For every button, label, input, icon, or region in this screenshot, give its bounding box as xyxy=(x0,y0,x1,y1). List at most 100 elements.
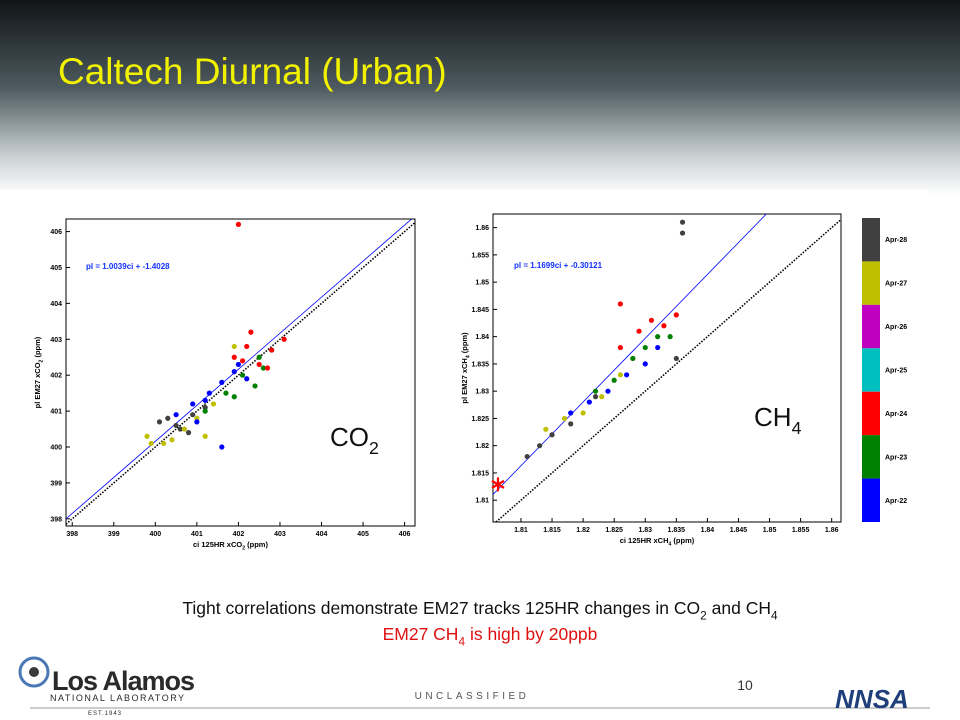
text-run: EM27 CH xyxy=(383,624,459,644)
x-tick-label: 404 xyxy=(316,531,328,538)
x-tick-label: 402 xyxy=(233,531,245,538)
text-run: (ppm) xyxy=(460,332,469,355)
x-tick-label: 1.85 xyxy=(763,527,777,534)
y-tick-label: 403 xyxy=(50,337,62,344)
point xyxy=(617,344,623,351)
text-run: (ppm) xyxy=(671,536,694,545)
point xyxy=(244,343,250,350)
point xyxy=(599,394,605,400)
scatter-chart: 1.81 1.815 1.82 1.825 1.83 1.835 1.84 1.845 1.85… xyxy=(460,213,842,547)
point xyxy=(165,415,171,421)
point xyxy=(256,361,262,368)
y-tick-label: 1.855 xyxy=(471,252,489,259)
point xyxy=(194,419,200,425)
subscript: 4 xyxy=(792,418,802,438)
point xyxy=(580,410,586,416)
plot-area xyxy=(66,219,415,525)
colorbar-cell xyxy=(862,261,880,305)
colorbar-cell xyxy=(862,304,880,349)
colorbar-label: Apr-26 xyxy=(885,324,907,331)
point xyxy=(190,412,196,418)
subscript: 4 xyxy=(458,634,465,648)
colorbar-cell xyxy=(862,348,880,392)
point xyxy=(655,344,661,351)
colorbar-cell xyxy=(862,435,880,479)
point xyxy=(235,221,242,227)
point xyxy=(673,312,679,318)
x-tick-label: 401 xyxy=(191,531,203,538)
point xyxy=(190,401,196,407)
y-tick-label: 1.83 xyxy=(475,389,489,396)
point xyxy=(642,361,648,367)
y-tick-label: 1.81 xyxy=(475,498,489,505)
text-run: (ppm) xyxy=(245,540,268,549)
point xyxy=(636,328,642,334)
colorbar-label: Apr-25 xyxy=(885,368,907,375)
classification: UNCLASSIFIED xyxy=(415,691,530,702)
point xyxy=(244,376,250,382)
logo-ring xyxy=(18,656,50,688)
colorbar-label: Apr-24 xyxy=(885,411,907,418)
point xyxy=(231,369,237,375)
y-tick-label: 1.86 xyxy=(475,225,489,232)
point xyxy=(202,404,208,411)
note: EM27 CH4 is high by 20ppb xyxy=(383,624,598,648)
point xyxy=(661,323,667,329)
point xyxy=(667,334,673,340)
point xyxy=(264,365,271,371)
header-background xyxy=(0,0,960,195)
x-tick-label: 1.845 xyxy=(730,527,748,534)
point xyxy=(537,443,543,449)
x-tick-label: 400 xyxy=(149,531,161,538)
point xyxy=(679,219,686,225)
y-tick-label: 401 xyxy=(50,409,62,416)
x-tick-label: 1.825 xyxy=(605,527,623,534)
text-run: CH xyxy=(754,402,792,432)
text-run: Tight correlations demonstrate EM27 trac… xyxy=(182,598,700,618)
y-tick-label: 406 xyxy=(50,229,62,236)
point xyxy=(202,433,208,439)
point xyxy=(561,415,568,422)
point xyxy=(648,317,655,323)
subscript: 4 xyxy=(465,355,471,358)
x-tick-label: 1.84 xyxy=(701,527,715,534)
point xyxy=(549,432,555,438)
point xyxy=(194,415,200,421)
point xyxy=(592,394,599,400)
point xyxy=(239,358,246,364)
x-tick-label: 1.82 xyxy=(576,527,590,534)
point xyxy=(185,430,192,436)
point xyxy=(248,329,254,335)
point xyxy=(202,397,208,403)
y-tick-label: 1.815 xyxy=(471,470,489,477)
figure-background xyxy=(0,190,930,565)
x-tick-label: 1.835 xyxy=(668,527,686,534)
point xyxy=(169,437,175,443)
x-tick-label: 1.86 xyxy=(825,527,839,534)
x-tick-label: 406 xyxy=(399,531,411,538)
y-tick-label: 1.82 xyxy=(475,443,489,450)
colorbar-label: Apr-28 xyxy=(885,237,907,244)
colorbar-cell xyxy=(862,391,880,436)
page-number: 10 xyxy=(737,677,753,693)
x-axis-label: ci 125HR xCH4 (ppm) xyxy=(620,536,695,547)
x-tick-label: 1.815 xyxy=(543,527,561,534)
logo-est: EST.1943 xyxy=(88,711,122,717)
y-tick-label: 405 xyxy=(50,265,62,272)
point xyxy=(156,419,163,425)
point xyxy=(231,354,237,360)
fit-equation: pl = 1.0039ci + -1.4028 xyxy=(86,262,170,271)
point xyxy=(239,372,246,378)
scatter-chart: 398 399 400 401 402 403 404 405 406 398 399 400 401 4… xyxy=(33,218,416,551)
x-tick-label: 1.855 xyxy=(792,527,810,534)
point xyxy=(144,433,150,439)
colorbar-label: Apr-22 xyxy=(885,498,907,505)
y-tick-label: 402 xyxy=(50,373,62,380)
colorbar-label: Apr-27 xyxy=(885,281,907,288)
point xyxy=(642,344,648,351)
x-tick-label: 405 xyxy=(357,531,369,538)
text-run: is high by 20ppb xyxy=(465,624,597,644)
y-axis-label: pl EM27 xCH4 (ppm) xyxy=(460,332,471,404)
point xyxy=(568,421,574,427)
y-tick-label: 398 xyxy=(50,516,62,523)
